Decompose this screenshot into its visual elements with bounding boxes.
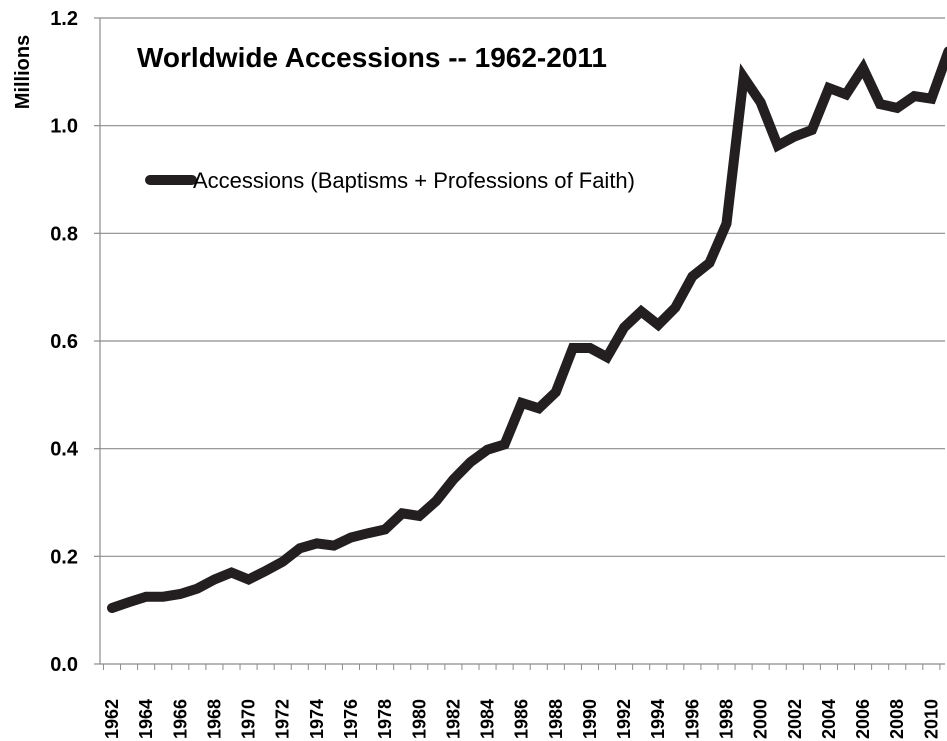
y-tick-label: 0.4: [50, 439, 79, 461]
x-tick-label: 2004: [819, 699, 839, 739]
x-tick-label: 1996: [682, 699, 702, 739]
axes: [99, 18, 945, 670]
y-tick-label: 1.2: [50, 8, 78, 30]
gridlines: [94, 17, 945, 665]
x-tick-label: 1998: [717, 699, 737, 739]
x-tick-label: 1984: [478, 699, 498, 739]
x-tick-label: 1968: [204, 699, 224, 739]
legend: Accessions (Baptisms + Professions of Fa…: [145, 168, 635, 193]
series-line-accessions: [107, 46, 947, 613]
y-tick-labels: 0.0 0.2 0.4 0.6 0.8 1.0 1.2: [50, 8, 79, 676]
x-tick-label: 2008: [887, 699, 907, 739]
x-tick-label: 2006: [853, 699, 873, 739]
x-tick-label: 1986: [512, 699, 532, 739]
x-tick-label: 2002: [785, 699, 805, 739]
x-tick-label: 1990: [580, 699, 600, 739]
y-tick-label: 1.0: [50, 116, 78, 138]
x-tick-label: 1978: [375, 699, 395, 739]
x-tick-label: 1982: [443, 699, 463, 739]
x-tick-label: 1992: [614, 699, 634, 739]
x-tick-label: 1962: [102, 699, 122, 739]
x-tick-label: 1980: [409, 699, 429, 739]
legend-label: Accessions (Baptisms + Professions of Fa…: [193, 168, 635, 193]
x-tick-label: 1988: [546, 699, 566, 739]
x-tick-labels: 1962 1964 1966 1968 1970 1972 1974 1976 1978 1980…: [102, 699, 941, 739]
x-tick-label: 2010: [921, 699, 941, 739]
y-axis-label: Millions: [12, 35, 34, 109]
y-tick-label: 0.6: [50, 331, 78, 353]
x-tick-label: 1974: [307, 699, 327, 739]
x-tick-label: 1976: [341, 699, 361, 739]
x-tick-label: 1966: [170, 699, 190, 739]
y-tick-label: 0.0: [50, 654, 78, 676]
x-tick-label: 2000: [751, 699, 771, 739]
y-tick-label: 0.2: [50, 546, 78, 568]
x-tick-label: 1972: [273, 699, 293, 739]
chart-title: Worldwide Accessions -- 1962-2011: [137, 42, 607, 73]
x-tick-label: 1964: [136, 699, 156, 739]
x-tick-label: 1970: [239, 699, 259, 739]
x-tick-label: 1994: [648, 699, 668, 739]
y-tick-label: 0.8: [50, 223, 78, 245]
